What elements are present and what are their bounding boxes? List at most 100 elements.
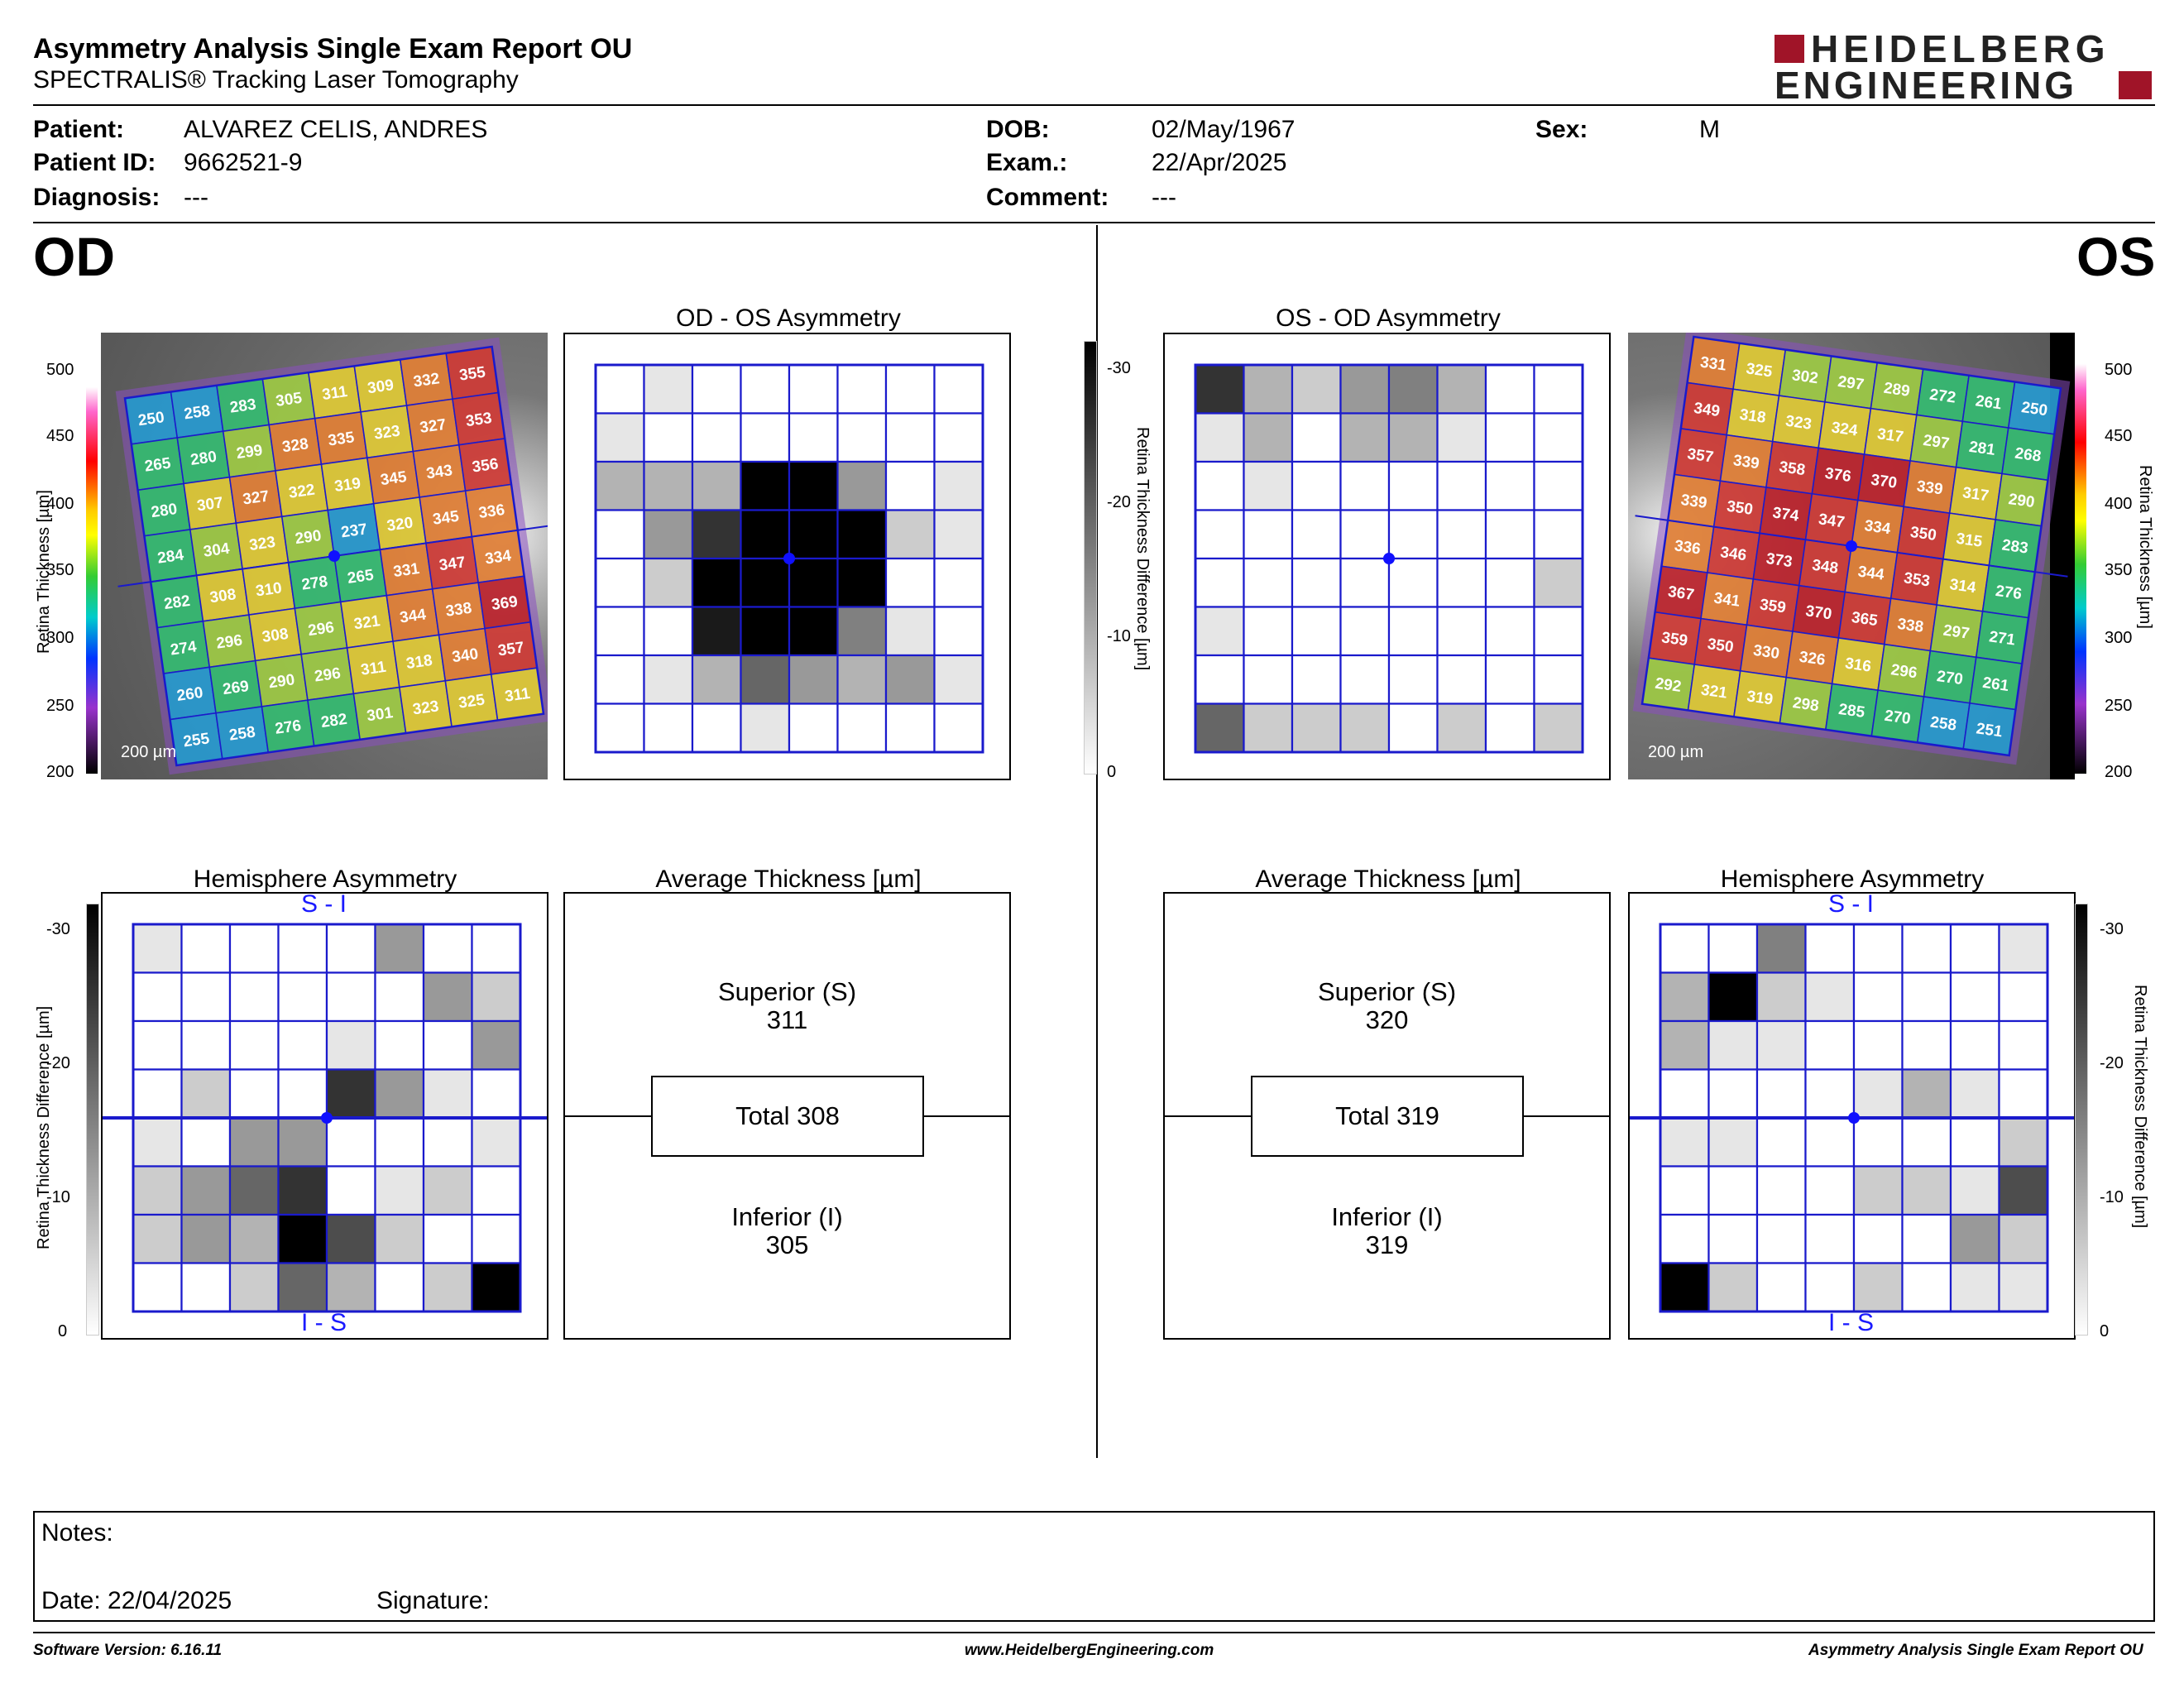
- asym-cell: [325, 1068, 376, 1120]
- asym-cell: [1949, 1116, 2000, 1168]
- thickness-value: 353: [465, 410, 493, 430]
- os-fundus-image: 331 325 302 297 289 272 261 250 349 318 323 324 317 2…: [1628, 333, 2075, 779]
- asym-cell: [277, 1213, 328, 1264]
- asym-cell: [691, 363, 742, 415]
- thickness-value: 321: [1700, 681, 1729, 702]
- od-thickness-grid: 250 258 283 305 311 309 332 355 265 280 299 328 335 3…: [115, 337, 548, 775]
- asym-cell: [1291, 703, 1342, 754]
- asym-cell: [132, 1262, 183, 1313]
- asym-cell: [277, 923, 328, 974]
- od-average-panel: Superior (S) 311 Total 308 Inferior (I) …: [563, 892, 1011, 1340]
- thickness-value: 296: [307, 619, 335, 640]
- asym-cell: [1949, 1213, 2000, 1264]
- asym-cell: [1436, 606, 1487, 657]
- od-thickness-axis-label: Retina Thickness [µm]: [35, 490, 53, 654]
- asym-cell: [1484, 654, 1535, 705]
- os-average-panel: Superior (S) 320 Total 319 Inferior (I) …: [1163, 892, 1611, 1340]
- thickness-value: 283: [2001, 536, 2029, 557]
- asym-cell: [277, 1165, 328, 1216]
- asym-cell: [788, 557, 839, 608]
- asym-cell: [325, 1019, 376, 1071]
- thickness-value: 327: [242, 487, 270, 508]
- asym-cell: [1755, 1019, 1807, 1071]
- thickness-value: 280: [150, 501, 178, 521]
- asym-cell: [1484, 363, 1535, 415]
- thickness-value: 285: [1837, 701, 1866, 722]
- thickness-value: 350: [1909, 524, 1937, 544]
- os-total-box: Total 319: [1251, 1076, 1524, 1157]
- asym-cell: [1998, 1116, 2049, 1168]
- thickness-value: 318: [1738, 406, 1766, 427]
- thickness-value: 331: [1699, 354, 1728, 375]
- asym-cell: [1755, 1116, 1807, 1168]
- thickness-value: 258: [228, 723, 256, 744]
- asym-cell: [643, 412, 694, 463]
- thickness-value: 261: [1981, 674, 2010, 695]
- asym-cell: [1194, 703, 1245, 754]
- asym-cell: [1659, 1116, 1710, 1168]
- asym-cell: [180, 923, 232, 974]
- asym-cell: [1533, 557, 1584, 608]
- os-scale-bar: 200 µm: [1648, 743, 1704, 761]
- thickness-value: 258: [1929, 713, 1957, 734]
- asym-cell: [1659, 1068, 1710, 1120]
- asym-cell: [594, 460, 645, 511]
- asym-cell: [1659, 1019, 1710, 1071]
- exam-label: Exam.:: [986, 149, 1068, 176]
- asym-cell: [277, 1262, 328, 1313]
- asym-cell: [228, 1068, 280, 1120]
- asym-cell: [422, 1068, 473, 1120]
- asym-cell: [471, 1262, 522, 1313]
- asym-cell: [1755, 1165, 1807, 1216]
- thickness-value: 345: [432, 508, 461, 529]
- comment-value: ---: [1152, 184, 1176, 211]
- notes-box[interactable]: Notes: Date: 22/04/2025 Signature:: [33, 1511, 2155, 1622]
- od-hemisphere-panel: S - I I - S: [101, 890, 548, 1340]
- asym-cell: [1339, 557, 1391, 608]
- logo-line2: ENGINEERING: [1774, 64, 2078, 107]
- asym-cell: [933, 606, 984, 657]
- thickness-value: 265: [347, 567, 376, 587]
- asym-cell: [1901, 1213, 1952, 1264]
- patient-label: Patient:: [33, 116, 125, 143]
- asym-cell: [1998, 923, 2049, 974]
- od-si-label: S - I: [301, 890, 347, 918]
- od-hemi-colorbar: [86, 904, 99, 1336]
- asym-cell: [132, 1165, 183, 1216]
- center-diff-colorbar: [1084, 341, 1097, 774]
- od-hemisphere-grid: [103, 923, 547, 1313]
- asym-cell: [1243, 363, 1294, 415]
- notes-signature: Signature:: [376, 1587, 490, 1614]
- asym-cell: [1804, 1116, 1856, 1168]
- od-hemi-axis-label: Retina Thickness Difference [µm]: [35, 1005, 53, 1249]
- asym-cell: [325, 923, 376, 974]
- asym-cell: [1291, 363, 1342, 415]
- asym-cell: [643, 509, 694, 560]
- thickness-value: 260: [175, 684, 204, 705]
- od-total-box: Total 308: [651, 1076, 924, 1157]
- asym-cell: [422, 923, 473, 974]
- os-thickness-axis-label: Retina Thickness [µm]: [2136, 465, 2154, 629]
- asym-cell: [1755, 1262, 1807, 1313]
- asym-cell: [1852, 1116, 1904, 1168]
- asym-cell: [1243, 703, 1294, 754]
- asym-cell: [884, 557, 936, 608]
- asym-cell: [1901, 1165, 1952, 1216]
- asym-cell: [1243, 509, 1294, 560]
- thickness-value: 311: [360, 659, 388, 679]
- asym-cell: [1387, 654, 1439, 705]
- fovea-dot: [1383, 553, 1395, 564]
- asym-cell: [277, 1068, 328, 1120]
- company-url[interactable]: www.HeidelbergEngineering.com: [965, 1642, 1214, 1659]
- thickness-value: 289: [1883, 380, 1911, 400]
- thickness-value: 314: [1948, 576, 1977, 597]
- thickness-value: 305: [275, 390, 304, 410]
- thickness-value: 343: [425, 462, 453, 482]
- asym-cell: [422, 971, 473, 1023]
- asym-cell: [933, 557, 984, 608]
- thickness-value: 376: [1824, 465, 1852, 486]
- asym-cell: [1852, 971, 1904, 1023]
- asym-cell: [884, 460, 936, 511]
- asym-cell: [1533, 412, 1584, 463]
- thickness-value: 330: [1752, 642, 1780, 663]
